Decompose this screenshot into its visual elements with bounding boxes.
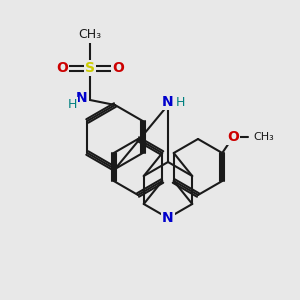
Text: S: S [85,61,95,75]
Text: N: N [76,91,88,105]
Text: N: N [162,95,174,109]
Text: CH₃: CH₃ [78,28,102,41]
Text: CH₃: CH₃ [253,132,274,142]
Text: O: O [227,130,239,144]
Text: N: N [162,211,174,225]
Text: O: O [112,61,124,75]
Text: H: H [67,98,77,112]
Text: H: H [175,95,185,109]
Text: O: O [56,61,68,75]
